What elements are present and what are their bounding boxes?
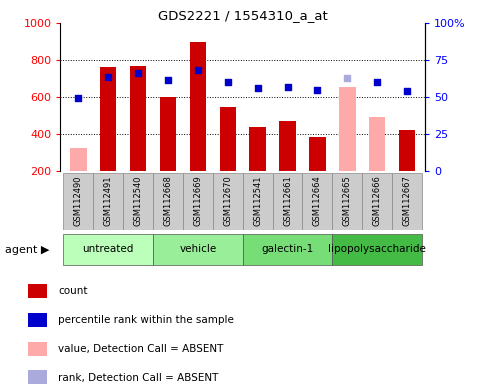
Title: GDS2221 / 1554310_a_at: GDS2221 / 1554310_a_at (158, 9, 327, 22)
Text: galectin-1: galectin-1 (261, 244, 313, 254)
Text: GSM112666: GSM112666 (373, 175, 382, 226)
Point (134, 70, 142, 76)
Bar (70, 148, 86, 171)
Bar (100, 68, 116, 171)
Bar (302, 173, 332, 230)
Bar (123, 173, 153, 230)
Bar (339, 87, 355, 171)
Bar (160, 97, 176, 171)
Bar (249, 127, 266, 171)
Text: percentile rank within the sample: percentile rank within the sample (58, 315, 234, 325)
Point (164, 77, 172, 83)
Bar (332, 234, 422, 265)
Bar (183, 173, 213, 230)
Text: GSM112669: GSM112669 (193, 175, 202, 226)
Bar (369, 117, 385, 171)
Bar (190, 41, 206, 171)
Text: rank, Detection Call = ABSENT: rank, Detection Call = ABSENT (58, 373, 218, 383)
Text: agent ▶: agent ▶ (5, 245, 49, 255)
Text: vehicle: vehicle (179, 244, 216, 254)
Text: lipopolysaccharide: lipopolysaccharide (328, 244, 426, 254)
Text: GSM112661: GSM112661 (283, 175, 292, 226)
Bar (213, 173, 243, 230)
Text: GSM112670: GSM112670 (223, 175, 232, 226)
Point (254, 84, 261, 91)
Text: GSM112540: GSM112540 (134, 175, 142, 226)
Bar (362, 173, 392, 230)
Text: value, Detection Call = ABSENT: value, Detection Call = ABSENT (58, 344, 224, 354)
Bar (63, 173, 93, 230)
Bar (243, 234, 332, 265)
Bar (309, 137, 326, 171)
Point (224, 79, 232, 85)
Bar (130, 66, 146, 171)
Point (403, 88, 411, 94)
Bar (153, 234, 243, 265)
Text: GSM112667: GSM112667 (403, 175, 412, 226)
Point (194, 66, 202, 73)
Point (373, 79, 381, 85)
Bar (392, 173, 422, 230)
Point (313, 88, 321, 94)
Bar (93, 173, 123, 230)
Point (74, 95, 82, 101)
Bar (28, 313, 46, 327)
Text: GSM112665: GSM112665 (343, 175, 352, 226)
Text: GSM112491: GSM112491 (104, 175, 113, 226)
Text: GSM112541: GSM112541 (253, 175, 262, 226)
Bar (220, 107, 236, 171)
Point (284, 84, 291, 90)
Bar (28, 284, 46, 298)
Bar (399, 130, 415, 171)
Bar (279, 121, 296, 171)
Bar (28, 371, 46, 384)
Bar (272, 173, 302, 230)
Bar (63, 234, 153, 265)
Text: GSM112490: GSM112490 (74, 175, 83, 226)
Text: GSM112668: GSM112668 (163, 175, 172, 226)
Bar (243, 173, 272, 230)
Bar (28, 341, 46, 356)
Bar (153, 173, 183, 230)
Point (104, 74, 112, 80)
Bar (332, 173, 362, 230)
Text: untreated: untreated (83, 244, 134, 254)
Point (343, 75, 351, 81)
Text: count: count (58, 286, 87, 296)
Text: GSM112664: GSM112664 (313, 175, 322, 226)
